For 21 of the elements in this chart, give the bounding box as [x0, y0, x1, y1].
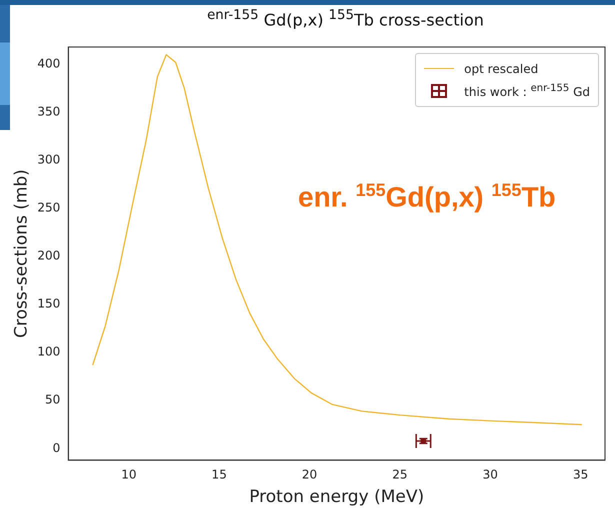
y-tick-label: 150	[37, 296, 60, 311]
y-tick-label: 300	[37, 152, 60, 167]
x-axis-title: Proton energy (MeV)	[249, 487, 424, 508]
chart-title: $^{enr-155}$ Gd(p,x) $^{155}$Tb cross-section	[206, 8, 485, 30]
x-tick-label: 30	[482, 468, 498, 482]
x-tick-label: 20	[302, 468, 318, 482]
y-tick-label: 50	[45, 392, 60, 407]
y-tick-label: 0	[52, 440, 60, 455]
legend-label: opt rescaled	[464, 62, 538, 76]
x-tick-label: 10	[121, 468, 136, 482]
x-tick-label: 35	[572, 468, 588, 482]
y-tick-label: 400	[37, 56, 60, 70]
y-tick-label: 200	[37, 248, 60, 263]
y-tick-label: 350	[37, 104, 60, 118]
y-tick-label: 250	[37, 200, 60, 215]
y-axis-title: Cross-sections (mb)	[12, 169, 32, 338]
y-tick-label: 100	[37, 344, 60, 359]
annotation: enr. $^{155}$Gd(p,x) $^{155}$Tb	[298, 180, 556, 214]
x-tick-label: 15	[212, 468, 227, 482]
legend-label: this work : $^{enr-155}$ Gd	[464, 83, 590, 99]
x-tick-label: 25	[392, 468, 408, 482]
